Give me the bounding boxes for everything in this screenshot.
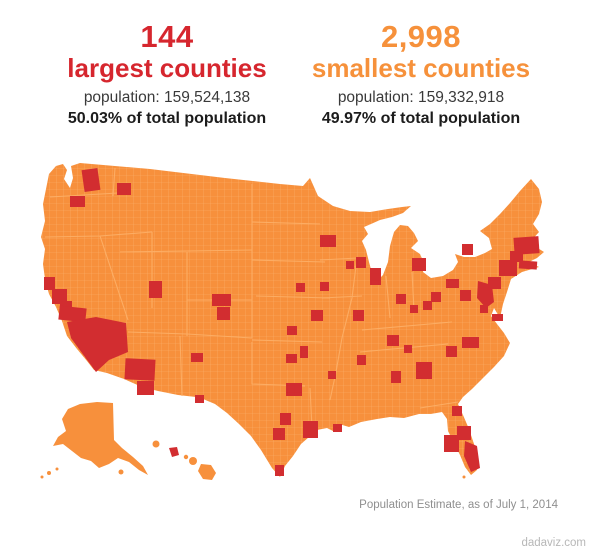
smallest-count: 2,998 (380, 19, 462, 54)
county-highlight (387, 335, 399, 346)
county-highlight (58, 305, 87, 323)
county-highlight (431, 292, 441, 302)
county-highlight (117, 183, 131, 195)
county-highlight (273, 428, 285, 440)
county-highlight (499, 260, 517, 276)
county-highlight (44, 277, 55, 290)
county-highlight (518, 260, 538, 270)
county-highlight (52, 289, 67, 304)
county-highlight (462, 337, 479, 348)
county-highlight (320, 282, 329, 291)
county-highlight (488, 277, 501, 289)
county-highlight (412, 258, 426, 271)
county-highlight (391, 371, 401, 383)
county-highlight (70, 196, 85, 207)
county-highlight (460, 290, 471, 301)
county-highlight (287, 326, 297, 335)
county-highlight (416, 362, 432, 379)
county-highlight (67, 317, 128, 372)
county-highlight (492, 314, 503, 321)
county-highlight (81, 167, 101, 193)
county-highlight (513, 236, 540, 255)
hawaii-shape (152, 440, 466, 480)
county-grid-overlay (41, 163, 544, 477)
county-highlight (357, 355, 366, 365)
county-highlight (464, 441, 480, 472)
county-highlight (311, 310, 323, 321)
smallest-population: population: 159,332,918 (337, 89, 505, 106)
largest-count: 144 (140, 19, 194, 54)
county-highlight (191, 353, 203, 362)
alaska-shape (40, 402, 148, 479)
county-highlight (333, 424, 342, 432)
county-highlight (300, 346, 308, 358)
county-highlight (217, 307, 230, 320)
county-highlight (423, 301, 432, 310)
map-caption: Population Estimate, as of July 1, 2014 (359, 499, 558, 511)
smallest-label: smallest counties (311, 53, 531, 83)
largest-population: population: 159,524,138 (83, 89, 251, 106)
largest-label: largest counties (67, 53, 267, 83)
county-highlight (510, 251, 523, 262)
county-highlight (149, 281, 162, 298)
largest-county-highlights (44, 167, 540, 476)
county-highlight (137, 381, 154, 395)
county-highlight (457, 426, 471, 440)
county-highlight (346, 261, 354, 269)
county-highlight (446, 346, 457, 357)
county-highlight (296, 283, 305, 292)
county-highlight (195, 395, 204, 403)
county-highlight (356, 257, 366, 268)
county-highlight (410, 305, 418, 313)
county-highlight (446, 279, 459, 288)
largest-share: 50.03% of total population (67, 110, 267, 127)
header-largest-counties: 144 largest counties population: 159,524… (42, 20, 292, 130)
county-highlight (124, 358, 156, 381)
state-boundaries (44, 167, 459, 429)
county-highlight (320, 235, 336, 247)
honolulu-highlight (169, 447, 179, 457)
smallest-share: 49.97% of total population (321, 110, 521, 127)
county-highlight (60, 301, 72, 311)
header-smallest-counties: 2,998 smallest counties population: 159,… (296, 20, 546, 130)
county-highlight (396, 294, 406, 304)
county-highlight (444, 435, 459, 452)
county-highlight (286, 354, 297, 363)
county-highlight (275, 465, 284, 476)
county-highlight (353, 310, 364, 321)
county-highlight (328, 371, 336, 379)
county-highlight (212, 294, 231, 306)
county-highlight (370, 268, 381, 285)
county-highlight (462, 244, 473, 255)
source-credit: dadaviz.com (521, 537, 586, 549)
county-highlight (452, 406, 462, 416)
county-highlight (286, 383, 302, 396)
county-highlight (404, 345, 412, 353)
county-highlight (303, 421, 318, 438)
county-highlight (480, 305, 488, 313)
county-highlight (280, 413, 291, 425)
